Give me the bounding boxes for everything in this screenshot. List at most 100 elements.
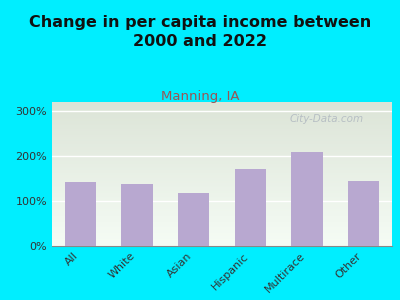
Bar [52,152,392,154]
Bar [52,111,392,112]
Bar [122,184,152,246]
Bar [52,223,392,224]
Bar [52,122,392,124]
Bar [52,240,392,242]
Bar [52,151,392,152]
Bar [52,106,392,108]
Bar [52,181,392,183]
Bar [52,108,392,109]
Bar [52,193,392,194]
Bar [52,200,392,201]
Bar [52,118,392,119]
Bar [52,148,392,149]
Bar [52,235,392,236]
Bar [52,208,392,210]
Bar [52,180,392,181]
Bar [52,236,392,237]
Bar [52,203,392,204]
Bar [52,171,392,172]
Bar [52,237,392,239]
Bar [52,134,392,135]
Bar [52,199,392,200]
Bar [52,103,392,105]
Bar [52,232,392,233]
Bar [52,239,392,240]
Bar [52,129,392,131]
Bar [52,158,392,160]
Bar [52,165,392,167]
Bar [52,188,392,190]
Bar [52,213,392,214]
Bar [52,214,392,216]
Bar [292,152,322,246]
Text: City-Data.com: City-Data.com [290,114,364,124]
Text: Change in per capita income between
2000 and 2022: Change in per capita income between 2000… [29,15,371,49]
Bar [52,141,392,142]
Bar [52,244,392,246]
Bar [52,155,392,157]
Bar [52,163,392,164]
Bar [52,176,392,177]
Bar [52,178,392,180]
Bar [52,124,392,125]
Bar [52,233,392,235]
Bar [52,170,392,171]
Bar [52,177,392,178]
Bar [52,204,392,206]
Bar [52,160,392,161]
Bar [52,144,392,145]
Bar [52,167,392,168]
Bar [52,136,392,138]
Bar [52,164,392,165]
Bar [52,140,392,141]
Bar [178,193,209,246]
Bar [52,212,392,213]
Bar [52,128,392,129]
Bar [52,197,392,199]
Bar [52,115,392,116]
Bar [52,219,392,220]
Bar [52,112,392,113]
Bar [52,183,392,184]
Bar [52,172,392,174]
Bar [52,243,392,244]
Bar [235,169,266,246]
Bar [52,135,392,136]
Bar [52,207,392,208]
Bar [52,224,392,226]
Bar [52,230,392,232]
Bar [52,194,392,196]
Bar [52,227,392,229]
Bar [52,168,392,170]
Bar [52,185,392,187]
Bar [52,116,392,118]
Bar [52,161,392,163]
Bar [52,220,392,221]
Bar [52,109,392,111]
Text: Manning, IA: Manning, IA [161,90,239,103]
Bar [52,201,392,203]
Bar [52,147,392,148]
Bar [52,221,392,223]
Bar [52,121,392,122]
Bar [52,184,392,185]
Bar [52,113,392,115]
Bar [52,157,392,158]
Bar [348,181,379,246]
Bar [52,191,392,193]
Bar [52,190,392,191]
Bar [52,206,392,207]
Bar [52,119,392,121]
Bar [65,182,96,246]
Bar [52,138,392,140]
Bar [52,102,392,104]
Bar [52,210,392,212]
Bar [52,149,392,151]
Bar [52,125,392,127]
Bar [52,196,392,197]
Bar [52,187,392,188]
Bar [52,105,392,106]
Bar [52,154,392,155]
Bar [52,229,392,230]
Bar [52,127,392,128]
